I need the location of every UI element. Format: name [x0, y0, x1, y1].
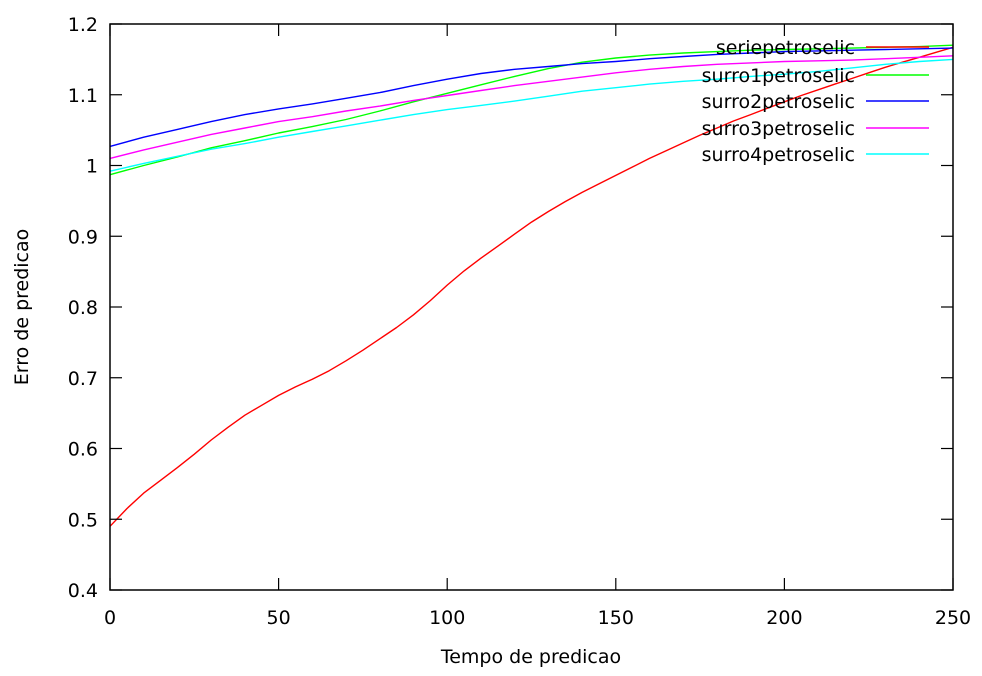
y-tick-label: 0.8: [68, 297, 98, 319]
x-tick-label: 0: [104, 607, 116, 629]
legend-label-surro1petroselic: surro1petroselic: [702, 65, 855, 87]
y-tick-label: 0.6: [68, 439, 98, 461]
series-line-surro2petroselic: [109, 47, 954, 148]
y-tick-label: 0.5: [68, 509, 98, 531]
x-tick-label: 50: [267, 607, 291, 629]
y-tick-label: 1.1: [68, 85, 98, 107]
y-tick-label: 1.2: [68, 14, 98, 36]
series-line-surro3petroselic: [109, 55, 954, 160]
x-tick-label: 150: [598, 607, 634, 629]
y-tick-label: 1: [86, 156, 98, 178]
y-tick-label: 0.4: [68, 580, 98, 602]
series-lines: [109, 44, 954, 527]
x-tick-label: 250: [935, 607, 971, 629]
y-tick-label: 0.9: [68, 226, 98, 248]
x-tick-label: 100: [429, 607, 465, 629]
legend-label-surro4petroselic: surro4petroselic: [702, 144, 855, 166]
y-tick-label: 0.7: [68, 368, 98, 390]
y-axis-label: Erro de predicao: [11, 229, 33, 386]
series-line-surro1petroselic: [109, 44, 954, 176]
series-line-surro4petroselic: [109, 58, 954, 172]
legend-label-surro2petroselic: surro2petroselic: [702, 91, 855, 113]
x-tick-label: 200: [766, 607, 802, 629]
axis-ticks: 0 50 100 150 200 250 0.4 0.5 0.6 0.7 0.8 0.9 1 1.1 1.2: [68, 14, 971, 629]
legend: seriepetroselic surro1petroselic surro2pet…: [702, 37, 929, 166]
series-line-seriepetroselic: [109, 46, 954, 527]
x-axis-label: Tempo de predicao: [440, 646, 621, 668]
legend-label-surro3petroselic: surro3petroselic: [702, 118, 855, 140]
legend-label-seriepetroselic: seriepetroselic: [716, 37, 855, 59]
